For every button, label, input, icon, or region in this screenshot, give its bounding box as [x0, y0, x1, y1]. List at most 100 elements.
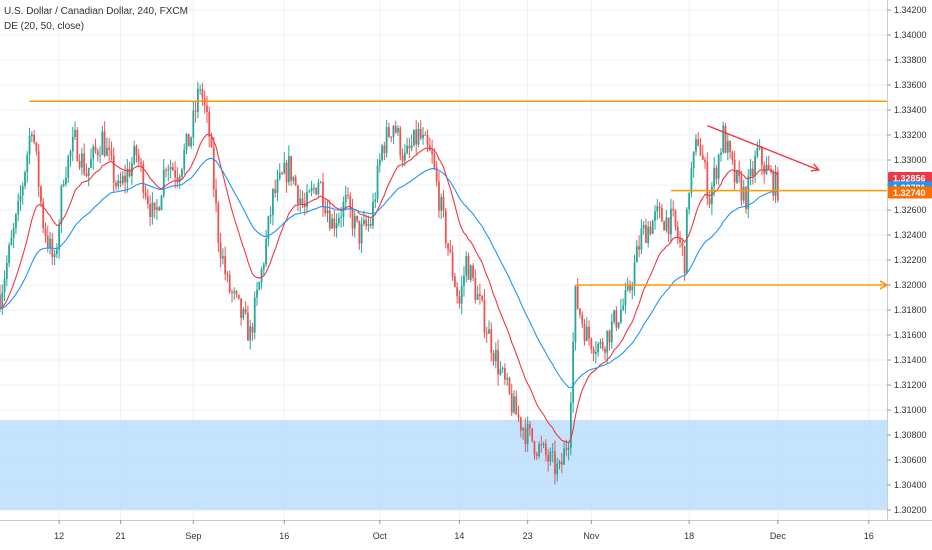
- candle-body: [510, 393, 513, 413]
- candle-body: [85, 173, 88, 176]
- price-badge-label: 1.32740: [893, 188, 926, 198]
- candle-body: [560, 461, 563, 465]
- candle-body: [563, 448, 565, 465]
- candle-body: [588, 326, 590, 339]
- candle-body: [692, 151, 695, 169]
- candle-body: [542, 443, 545, 445]
- candle-body: [167, 169, 170, 171]
- candle-body: [740, 176, 743, 201]
- candle-body: [476, 294, 479, 300]
- candle-body: [488, 329, 490, 334]
- candle-body: [597, 343, 600, 352]
- price-tick-label: 1.31600: [894, 330, 927, 340]
- candle-body: [572, 342, 575, 403]
- candle-body: [647, 226, 650, 243]
- drawings[interactable]: [29, 100, 889, 290]
- candle-body: [365, 219, 368, 226]
- candle-body: [674, 210, 677, 227]
- candle-body: [297, 185, 299, 204]
- price-axis[interactable]: 1.34200 1.34000 1.33800 1.33600 1.33400 1.332…: [887, 0, 932, 550]
- candle-body: [533, 441, 536, 455]
- candle-body: [547, 454, 550, 462]
- candle-body: [253, 297, 256, 333]
- candle-body: [83, 153, 86, 174]
- candle-body: [0, 295, 1, 309]
- candle-body: [26, 154, 29, 173]
- candle-body: [451, 252, 454, 277]
- candle-body: [347, 194, 349, 197]
- candle-body: [249, 326, 252, 341]
- indicator-title[interactable]: DE (20, 50, close): [4, 21, 85, 32]
- candle-body: [654, 211, 656, 221]
- candle-body: [672, 208, 675, 211]
- candle-body: [349, 196, 352, 209]
- candle-body: [453, 276, 456, 287]
- candle-body: [294, 177, 297, 186]
- candle-body: [667, 217, 670, 235]
- candle-body: [149, 203, 152, 217]
- candle-body: [69, 151, 72, 157]
- candle-body: [221, 256, 224, 259]
- candle-body: [538, 444, 540, 457]
- candle-body: [676, 226, 679, 239]
- candle-body: [376, 165, 379, 200]
- candle-body: [754, 156, 756, 176]
- candle-body: [144, 192, 147, 197]
- candle-body: [656, 206, 659, 212]
- candle-body: [447, 243, 449, 250]
- candle-body: [378, 159, 381, 166]
- candle-body: [697, 139, 700, 146]
- candle-body: [631, 286, 634, 291]
- candle-body: [3, 279, 6, 293]
- candle-body: [515, 396, 518, 415]
- candle-body: [76, 130, 79, 161]
- candle-body: [710, 186, 713, 205]
- candle-body: [10, 237, 13, 246]
- time-tick-label: 23: [523, 531, 533, 541]
- candle-body: [262, 264, 265, 270]
- candle-body: [633, 262, 636, 287]
- candle-body: [317, 182, 320, 195]
- candle-body: [112, 155, 115, 183]
- candle-body: [749, 168, 752, 177]
- symbol-title[interactable]: U.S. Dollar / Canadian Dollar, 240, FXCM: [4, 6, 188, 17]
- candle-body: [335, 223, 338, 229]
- candle-body: [592, 349, 595, 354]
- candle-body: [460, 285, 463, 304]
- candle-body: [101, 131, 104, 155]
- candle-body: [219, 243, 222, 259]
- candle-body: [274, 189, 277, 194]
- candle-body: [483, 300, 486, 333]
- candle-body: [720, 152, 722, 155]
- candle-body: [531, 428, 534, 442]
- time-axis[interactable]: 12 21 Sep 16 Oct 14 23 Nov 18 Dec 16: [0, 520, 932, 550]
- candle-body: [770, 169, 772, 173]
- candle-body: [55, 249, 58, 255]
- candle-body: [367, 223, 370, 226]
- time-tick-label: 12: [54, 531, 64, 541]
- candle-body: [440, 196, 443, 211]
- candle-body: [12, 228, 15, 238]
- candle-body: [622, 305, 625, 310]
- candle-body: [581, 314, 584, 324]
- candle-body: [224, 256, 227, 275]
- candle-body: [53, 254, 56, 258]
- candle-body: [392, 125, 395, 137]
- price-tick-label: 1.30200: [894, 505, 927, 515]
- candle-body: [324, 207, 327, 214]
- candle-body: [124, 175, 126, 183]
- candle-body: [92, 146, 95, 159]
- candle-body: [299, 198, 302, 204]
- time-axis-bg: [0, 520, 932, 550]
- price-tick-label: 1.30600: [894, 455, 927, 465]
- price-tick-label: 1.33000: [894, 155, 927, 165]
- candle-body: [181, 169, 183, 177]
- candle-body: [40, 186, 42, 203]
- candle-body: [60, 185, 63, 225]
- candle-body: [283, 162, 286, 174]
- candle-body: [187, 133, 190, 147]
- price-tick-label: 1.34200: [894, 5, 927, 15]
- candle-body: [731, 152, 734, 160]
- candle-body: [660, 207, 663, 222]
